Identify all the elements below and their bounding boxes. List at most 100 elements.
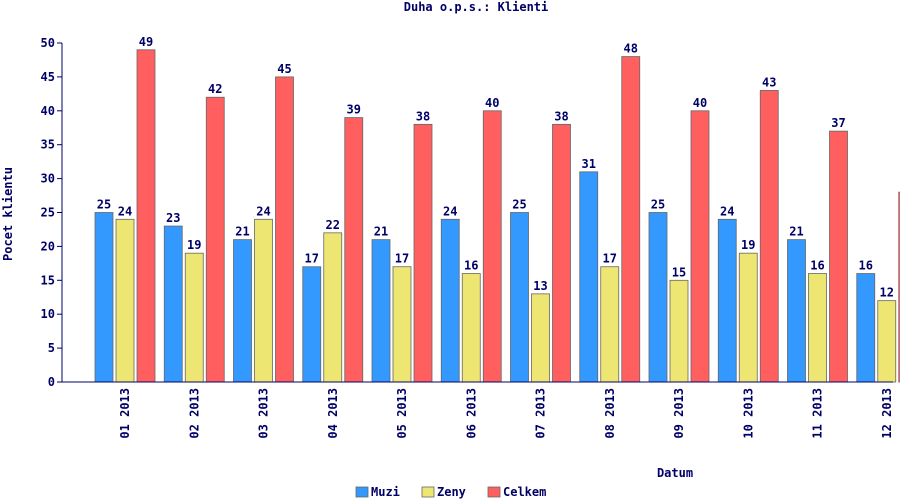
y-axis-label: Pocet klientu [1,167,15,261]
bar-muzi [717,218,737,383]
data-label: 39 [347,103,361,117]
y-tick-label: 5 [48,341,55,355]
data-label: 38 [416,109,430,123]
x-tick-label: 10 2013 [741,388,755,439]
bar-celkem [690,110,710,383]
x-tick-label: 12 2013 [880,388,894,439]
bar-muzi [302,266,322,383]
y-tick-label: 40 [41,104,55,118]
bar-zeny [669,279,689,383]
bar-muzi [648,212,668,383]
bar-zeny [115,218,135,383]
data-label: 24 [118,204,132,218]
bar-muzi [94,212,114,383]
legend-swatch-celkem [487,486,501,498]
bar-muzi [787,239,806,383]
bar-zeny [877,300,897,383]
data-label: 19 [187,238,201,252]
data-label: 16 [464,259,478,273]
data-label: 40 [693,96,707,110]
y-tick-label: 0 [48,375,55,389]
bar-zeny [531,293,550,383]
legend-swatch-zeny [421,486,435,498]
x-axis-label: Datum [657,466,693,480]
x-tick-label: 03 2013 [257,388,271,439]
chart-title: Duha o.p.s.: Klienti [404,0,549,14]
data-label: 16 [859,259,873,273]
legend-label-celkem: Celkem [503,485,546,499]
y-tick-label: 10 [41,307,55,321]
bar-zeny [461,273,481,383]
x-tick-label: 05 2013 [395,388,409,439]
x-tick-label: 02 2013 [187,388,201,439]
x-tick-label: 06 2013 [464,388,478,439]
bar-muzi [856,273,876,383]
legend-label-muzi: Muzi [371,485,400,499]
data-label: 17 [395,252,409,266]
y-tick-label: 20 [41,239,55,253]
data-label: 45 [277,62,291,76]
bar-muzi [371,239,391,383]
data-label: 25 [512,198,526,212]
bar-muzi [510,212,529,383]
data-label: 37 [831,116,845,130]
x-tick-label: 04 2013 [326,388,340,439]
y-tick-label: 35 [41,138,55,152]
bar-zeny [323,232,343,383]
y-tick-label: 25 [41,206,55,220]
data-label: 12 [880,286,894,300]
x-tick-label: 07 2013 [534,388,548,439]
data-label: 48 [624,42,638,56]
bar-zeny [392,266,412,383]
bar-zeny [808,273,827,383]
bar-celkem [829,130,848,383]
y-tick-label: 15 [41,273,55,287]
bar-muzi [579,171,599,383]
data-label: 24 [720,204,734,218]
bar-celkem [759,90,779,383]
data-label: 25 [651,198,665,212]
data-label: 13 [533,279,547,293]
bar-muzi [440,218,460,383]
data-label: 31 [582,157,596,171]
bar-zeny [254,218,273,383]
bar-celkem [898,191,900,383]
data-label: 38 [554,109,568,123]
legend-swatch-muzi [355,486,369,498]
data-label: 19 [741,238,755,252]
x-tick-label: 11 2013 [811,388,825,439]
x-tick-label: 09 2013 [672,388,686,439]
bar-celkem [552,123,571,383]
data-label: 25 [97,198,111,212]
data-label: 16 [810,259,824,273]
data-label: 23 [166,211,180,225]
bar-celkem [344,117,364,383]
data-label: 42 [208,82,222,96]
data-label: 17 [305,252,319,266]
data-label: 24 [256,204,270,218]
data-label: 17 [603,252,617,266]
bar-celkem [205,96,225,383]
legend-label-zeny: Zeny [437,485,466,499]
data-label: 21 [789,225,803,239]
x-tick-label: 08 2013 [603,388,617,439]
bar-celkem [275,76,294,383]
bar-zeny [600,266,620,383]
data-label: 43 [762,75,776,89]
data-label: 40 [485,96,499,110]
bar-zeny [738,252,758,383]
bar-celkem [136,49,156,383]
bar-celkem [482,110,502,383]
data-label: 24 [443,204,457,218]
data-label: 22 [326,218,340,232]
bar-celkem [621,56,641,383]
legend: Muzi Zeny Celkem [355,485,546,499]
x-tick-label: 01 2013 [118,388,132,439]
data-label: 15 [672,265,686,279]
bar-muzi [163,225,183,383]
data-label: 21 [374,225,388,239]
bar-muzi [233,239,252,383]
y-tick-label: 50 [41,36,55,50]
y-tick-label: 30 [41,172,55,186]
